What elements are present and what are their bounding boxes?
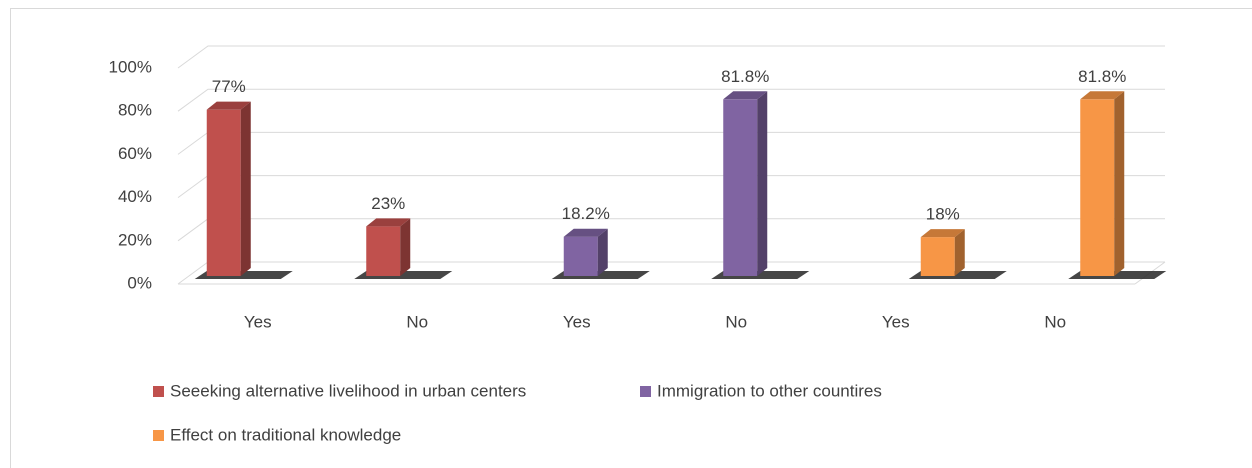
bar-top (723, 91, 768, 100)
value-label: 77% (212, 77, 246, 96)
x-tick-label: Yes (563, 312, 591, 331)
bar-side (400, 218, 411, 276)
bar-side (240, 101, 251, 277)
bar-top (206, 101, 251, 110)
bar-top (563, 228, 608, 237)
legend-label: Effect on traditional knowledge (170, 425, 401, 444)
x-tick-label: No (406, 312, 428, 331)
bar-side (1114, 91, 1125, 276)
bar (366, 226, 401, 276)
y-tick-label: 0% (127, 273, 152, 292)
legend-label: Immigration to other countires (657, 381, 882, 400)
bar-side (954, 229, 965, 276)
y-tick-label: 80% (118, 101, 152, 120)
bar-top (920, 229, 965, 238)
bar (723, 99, 758, 276)
value-label: 18% (926, 205, 960, 224)
value-label: 81.8% (721, 67, 769, 86)
grid-line (177, 88, 1165, 112)
x-tick-label: No (1044, 312, 1066, 331)
legend-label: Seeeking alternative livelihood in urban… (170, 381, 526, 400)
legend-swatch (153, 430, 164, 441)
y-tick-label: 20% (118, 230, 152, 249)
y-tick-label: 40% (118, 187, 152, 206)
value-label: 18.2% (562, 204, 610, 223)
value-label: 23% (371, 194, 405, 213)
value-label: 81.8% (1078, 67, 1126, 86)
grid-line (177, 45, 1165, 69)
bar-side (757, 91, 768, 276)
x-tick-label: Yes (244, 312, 272, 331)
bar (563, 236, 598, 276)
legend-swatch (153, 386, 164, 397)
bar (206, 109, 241, 277)
bar (920, 237, 955, 276)
bar-top (1080, 91, 1125, 100)
y-tick-label: 100% (109, 57, 152, 76)
y-tick-label: 60% (118, 144, 152, 163)
bar-side (597, 228, 608, 276)
x-tick-label: Yes (882, 312, 910, 331)
bar-top (366, 218, 411, 227)
x-tick-label: No (725, 312, 747, 331)
bar (1080, 99, 1115, 276)
legend-swatch (640, 386, 651, 397)
